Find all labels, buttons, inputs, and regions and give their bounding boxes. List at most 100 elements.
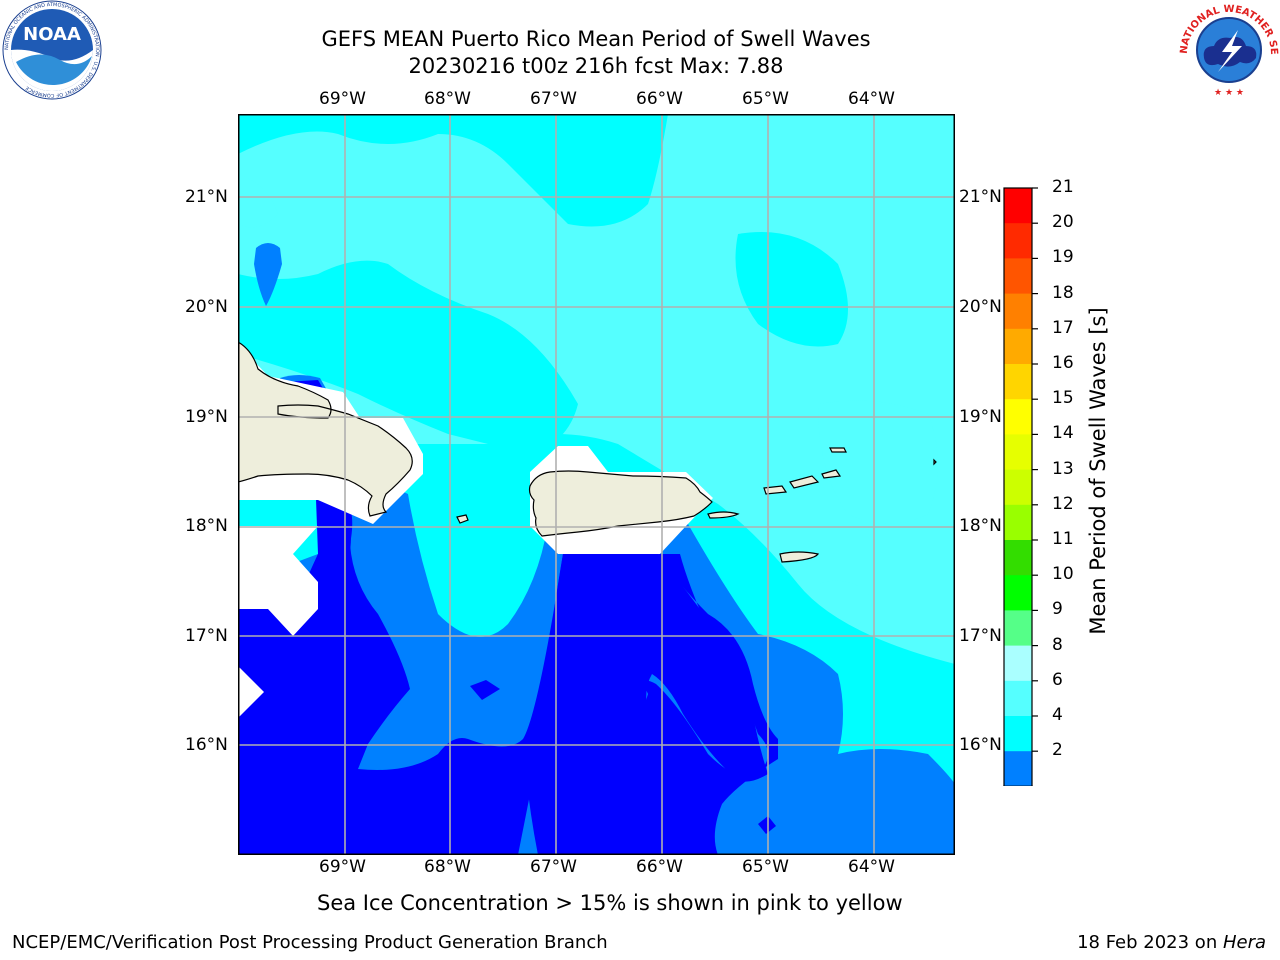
colorbar-tick-label: 10 [1052,564,1074,585]
lat-label-right-20n: 20°N [959,297,1002,317]
swell-4-6s-region-north [239,115,668,227]
no-data-region-west-edge [239,667,264,717]
lat-label-left-19n: 19°N [185,407,228,427]
nws-logo: NATIONAL WEATHER SERVICE ★ ★ ★ [1178,0,1279,98]
swell-2-4s-patch-northwest [254,243,282,306]
lon-label-bottom-69w: 69°W [319,857,366,877]
colorbar-tick-label: 4 [1052,705,1063,725]
tortola-island [789,475,820,489]
colorbar-tick-label: 18 [1052,282,1074,303]
lat-label-left-18n: 18°N [185,516,228,536]
lon-label-top-64w: 64°W [848,89,895,109]
colorbar-segment [1004,540,1032,576]
swell-below-2s-dot-south [758,816,776,834]
footer-producer: NCEP/EMC/Verification Post Processing Pr… [12,932,608,953]
lon-grid-lines [344,115,875,854]
colorbar-tick-label: 8 [1052,634,1063,655]
no-data-region-southwest [239,526,318,636]
swell-period-map [238,114,955,855]
swell-below-2s-patch-west [239,499,378,624]
colorbar-segment [1004,575,1032,611]
colorbar-segment [1004,469,1032,506]
lat-grid-lines [239,196,954,746]
colorbar-segment [1004,293,1032,330]
colorbar-segment [1004,399,1032,435]
colorbar-segment [1004,328,1032,365]
st-thomas-island [763,485,788,495]
svg-text:★ ★ ★: ★ ★ ★ [1214,88,1244,98]
colorbar-frame [1003,187,1033,786]
colorbar [1003,187,1038,786]
footer-date-text: 18 Feb 2023 on [1077,932,1223,953]
st-croix-island [779,551,819,563]
colorbar-segment [1004,610,1032,647]
map-frame [238,114,955,855]
swell-below-2s-dot [470,680,500,700]
noaa-logo-text: NOAA [23,24,81,45]
colorbar-segment [1004,504,1032,541]
puerto-rico-landmass [528,470,713,537]
colorbar-tick-label: 13 [1052,458,1074,479]
lon-label-bottom-64w: 64°W [848,857,895,877]
footer-machine: Hera [1222,932,1266,953]
lon-label-top-69w: 69°W [319,89,366,109]
lat-label-right-19n: 19°N [959,407,1002,427]
colorbar-segment [1004,645,1032,682]
lon-label-bottom-66w: 66°W [636,857,683,877]
lat-label-right-21n: 21°N [959,187,1002,207]
colorbar-tick-label: 2 [1052,740,1063,761]
lat-label-left-17n: 17°N [185,626,228,646]
colorbar-label: Mean Period of Swell Waves [s] [1086,307,1110,635]
colorbar-tick-label: 16 [1052,353,1074,373]
colorbar-tick-label: 19 [1052,247,1074,268]
colorbar-tick-label: 15 [1052,388,1074,409]
colorbar-segment [1004,716,1032,752]
lat-label-right-17n: 17°N [959,626,1002,646]
mona-island [456,514,469,524]
colorbar-tick-label: 20 [1052,212,1074,233]
saba-island [933,458,937,466]
colorbar-segment [1004,364,1032,400]
lat-label-left-16n: 16°N [185,735,228,755]
colorbar-segment [1004,223,1032,259]
colorbar-segment [1004,751,1032,786]
map-subtitle: 20230216 t00z 216h fcst Max: 7.88 [408,54,784,78]
swell-below-2s-region-channel [526,554,768,854]
swell-6-8s-patch-east [818,400,938,524]
lat-label-left-20n: 20°N [185,297,228,317]
colorbar-segment [1004,258,1032,295]
lon-label-bottom-68w: 68°W [424,857,471,877]
colorbar-tick-label: 21 [1052,177,1074,197]
colorbar-tick-label: 17 [1052,317,1074,338]
colorbar-tick-label: 9 [1052,599,1063,620]
colorbar-segment [1004,680,1032,717]
noaa-logo: NOAA NATIONAL OCEANIC AND ATMOSPHERIC AD… [2,0,102,100]
colorbar-tick-label: 11 [1052,529,1074,549]
lat-label-left-21n: 21°N [185,187,228,207]
lat-label-right-16n: 16°N [959,735,1002,755]
lon-label-bottom-65w: 65°W [742,857,789,877]
lon-label-top-68w: 68°W [424,89,471,109]
hispaniola-landmass [239,341,413,517]
colorbar-tick-label: 6 [1052,669,1063,690]
colorbar-tick-label: 14 [1052,423,1074,444]
vieques-island [707,511,740,519]
map-title: GEFS MEAN Puerto Rico Mean Period of Swe… [321,27,871,51]
colorbar-segment [1004,188,1032,224]
lon-label-bottom-67w: 67°W [530,857,577,877]
colorbar-segment [1004,434,1032,471]
sea-ice-note: Sea Ice Concentration > 15% is shown in … [317,891,903,915]
footer-date: 18 Feb 2023 on Hera [1077,932,1266,953]
lon-label-top-67w: 67°W [530,89,577,109]
lon-label-top-66w: 66°W [636,89,683,109]
swell-4-6s-region-west [239,260,578,454]
swell-below-2s-region-south [239,499,778,854]
lon-label-top-65w: 65°W [742,89,789,109]
virgin-gorda-island [821,469,842,479]
colorbar-tick-label: 12 [1052,493,1074,514]
lat-label-right-18n: 18°N [959,516,1002,536]
swell-4-6s-region-east [735,232,848,347]
swell-6-8s-patch-north [239,174,278,228]
anegada-island [829,447,847,453]
swell-6-8s-patch-south [818,580,872,624]
